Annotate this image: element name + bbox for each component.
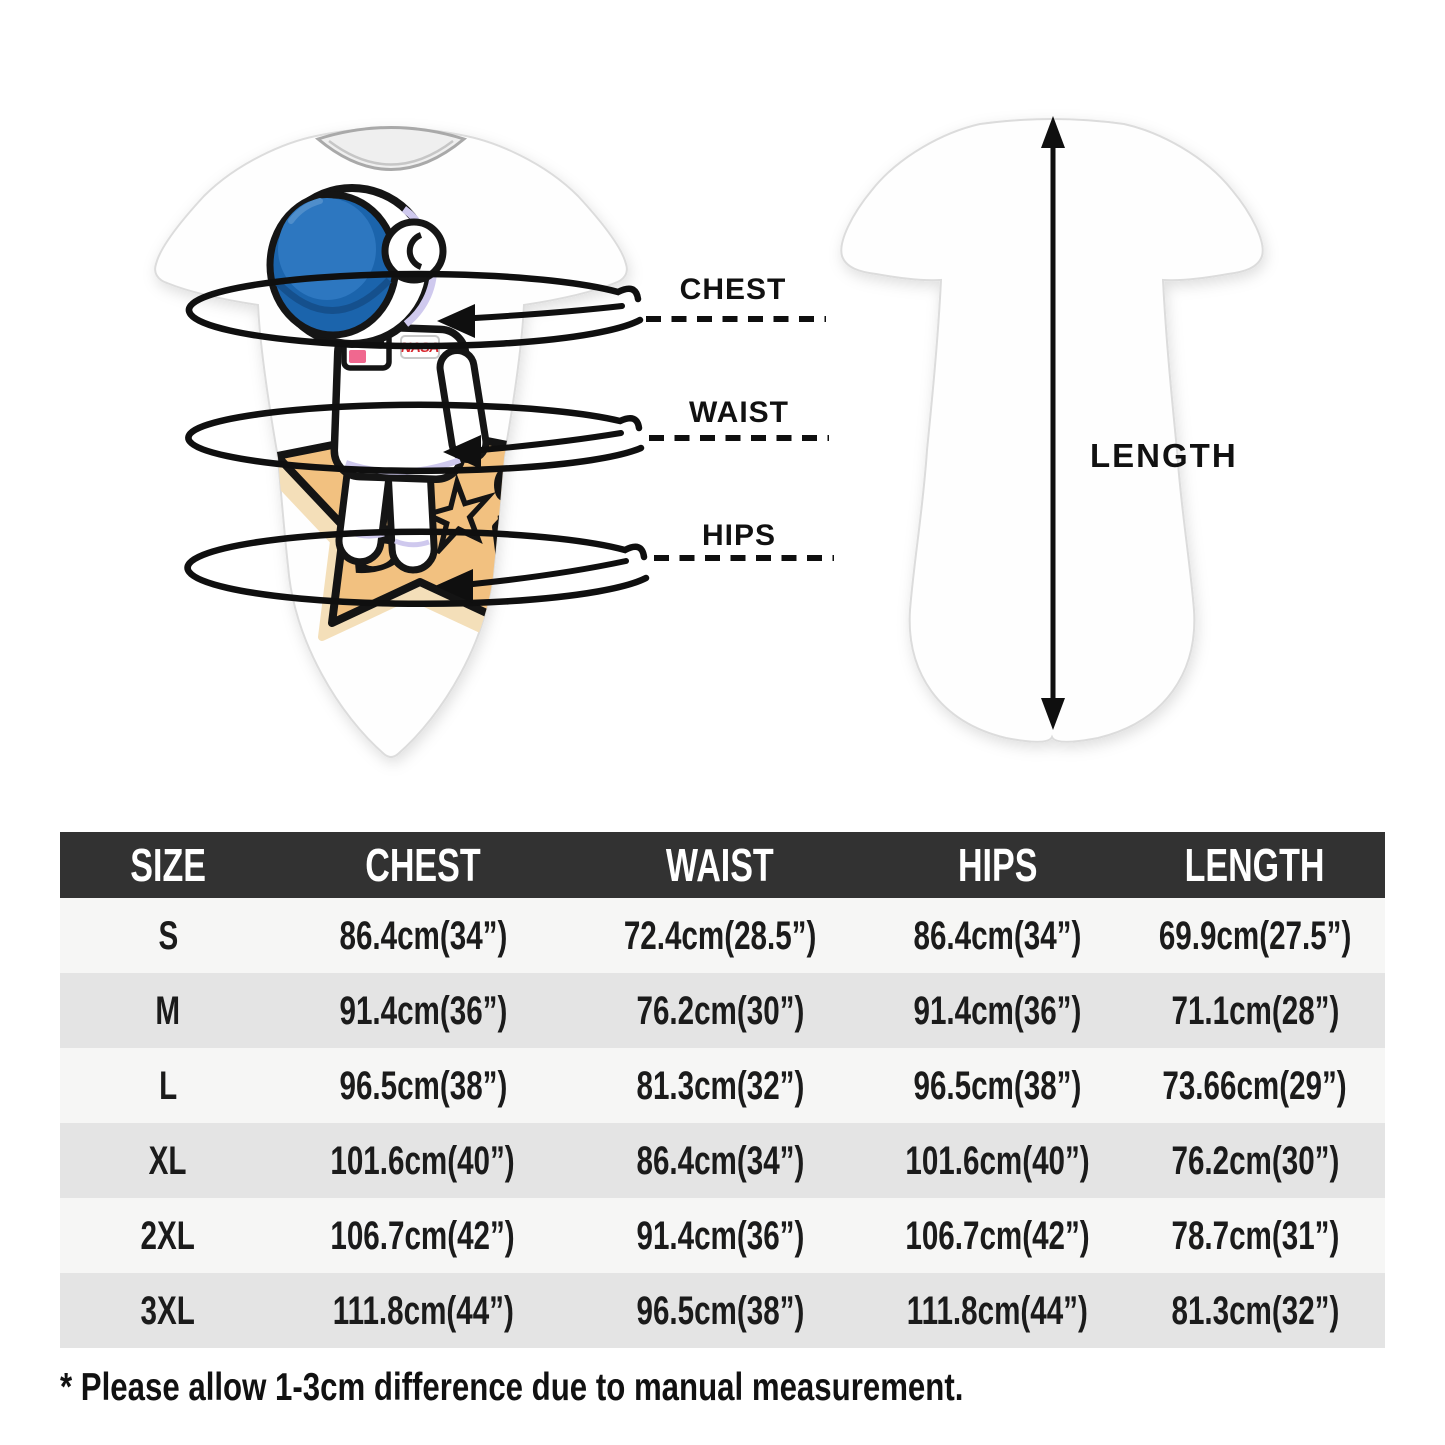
length-label: LENGTH	[1090, 437, 1238, 474]
measurement-value: 78.7cm(31”)	[1171, 1213, 1339, 1258]
chest-measure-arrow	[185, 270, 826, 350]
measurement-value: 111.8cm(44”)	[332, 1288, 514, 1333]
down-arrowhead-icon	[1041, 698, 1065, 730]
measurement-value: 106.7cm(42”)	[330, 1213, 516, 1258]
left-arrowhead-icon	[437, 304, 475, 338]
measurement-value: 96.5cm(38”)	[913, 1063, 1082, 1108]
measurement-value: 81.3cm(32”)	[1171, 1288, 1339, 1333]
measurement-value: 96.5cm(38”)	[636, 1288, 804, 1333]
measurement-value: 86.4cm(34”)	[913, 913, 1082, 958]
measurement-value: 86.4cm(34”)	[339, 913, 507, 958]
measurement-value: 86.4cm(34”)	[636, 1138, 804, 1183]
size-table: SIZE CHEST WAIST HIPS LENGTH S 86.4cm(34”) 72.…	[60, 832, 1385, 1348]
chest-label: CHEST	[680, 273, 787, 306]
measurement-value: 91.4cm(36”)	[913, 988, 1082, 1033]
measurement-value: 91.4cm(36”)	[636, 1213, 804, 1258]
size-value: 3XL	[140, 1288, 196, 1333]
size-row-l: L 96.5cm(38”) 81.3cm(32”) 96.5cm(38”) 73.66c…	[60, 1048, 1385, 1123]
size-row-xl: XL 101.6cm(40”) 86.4cm(34”) 101.6cm(40”) 76.…	[60, 1123, 1385, 1198]
arrow-line	[472, 303, 625, 321]
measurement-value: 71.1cm(28”)	[1171, 988, 1339, 1033]
size-row-m: M 91.4cm(36”) 76.2cm(30”) 91.4cm(36”) 71.1cm…	[60, 973, 1385, 1048]
column-header-size: SIZE	[130, 839, 206, 891]
girth-ellipse-wrap	[184, 528, 650, 608]
front-collar-band	[328, 140, 454, 166]
size-table-body: S 86.4cm(34”) 72.4cm(28.5”) 86.4cm(34”) 69.9…	[60, 898, 1385, 1348]
helmet-earpiece	[381, 218, 447, 284]
measurement-value: 111.8cm(44”)	[906, 1288, 1089, 1333]
measurement-value: 72.4cm(28.5”)	[623, 913, 817, 958]
column-header-waist: WAIST	[666, 839, 774, 891]
size-value: L	[158, 1063, 178, 1108]
left-arrowhead-icon	[435, 569, 473, 603]
visor-highlight	[278, 198, 376, 300]
column-header-length: LENGTH	[1185, 839, 1325, 891]
measurement-value: 91.4cm(36”)	[339, 988, 507, 1033]
size-value: XL	[149, 1138, 187, 1183]
measurement-value: 76.2cm(30”)	[636, 988, 804, 1033]
column-header-chest: CHEST	[365, 839, 481, 891]
size-table-header: SIZE CHEST WAIST HIPS LENGTH	[60, 832, 1385, 898]
size-row-s: S 86.4cm(34”) 72.4cm(28.5”) 86.4cm(34”) 69.9…	[60, 898, 1385, 973]
measurement-value: 76.2cm(30”)	[1171, 1138, 1339, 1183]
size-value: 2XL	[140, 1213, 196, 1258]
waist-label: WAIST	[689, 396, 789, 429]
measurement-value: 69.9cm(27.5”)	[1158, 913, 1352, 958]
measurement-note-text: * Please allow 1-3cm difference due to m…	[60, 1366, 964, 1409]
front-neckline	[314, 126, 468, 171]
measurement-value: 101.6cm(40”)	[330, 1138, 516, 1183]
measurement-value: 81.3cm(32”)	[636, 1063, 804, 1108]
measurement-value: 106.7cm(42”)	[905, 1213, 1090, 1258]
arrow-line	[478, 430, 624, 453]
column-header-hips: HIPS	[957, 839, 1038, 891]
garment-diagram: S☆S	[154, 116, 1264, 758]
leg-accent	[394, 538, 430, 548]
up-arrowhead-icon	[1041, 116, 1065, 148]
earpiece-crescent	[406, 232, 423, 270]
left-arrowhead-icon	[443, 435, 481, 469]
girth-ellipse-wrap	[185, 401, 645, 475]
waist-measure-arrow	[185, 401, 829, 475]
visor-gloss	[288, 198, 323, 224]
measurement-note: * Please allow 1-3cm difference due to m…	[60, 1366, 1189, 1410]
hips-label: HIPS	[702, 519, 776, 552]
arrow-line	[470, 558, 629, 587]
hips-measure-arrow	[184, 528, 834, 608]
measurement-value: 96.5cm(38”)	[339, 1063, 507, 1108]
measurement-value: 73.66cm(29”)	[1162, 1063, 1348, 1108]
chest-panel-button	[349, 350, 366, 363]
size-row-2xl: 2XL 106.7cm(42”) 91.4cm(36”) 106.7cm(42”) 78…	[60, 1198, 1385, 1273]
visor-rim-shade	[274, 277, 392, 314]
measurement-value: 101.6cm(40”)	[905, 1138, 1090, 1183]
size-row-3xl: 3XL 111.8cm(44”) 96.5cm(38”) 111.8cm(44”) 81…	[60, 1273, 1385, 1348]
size-value: M	[155, 988, 181, 1033]
length-measure-arrow	[1041, 116, 1065, 730]
size-value: S	[158, 913, 178, 958]
girth-ellipse-wrap	[185, 270, 644, 350]
